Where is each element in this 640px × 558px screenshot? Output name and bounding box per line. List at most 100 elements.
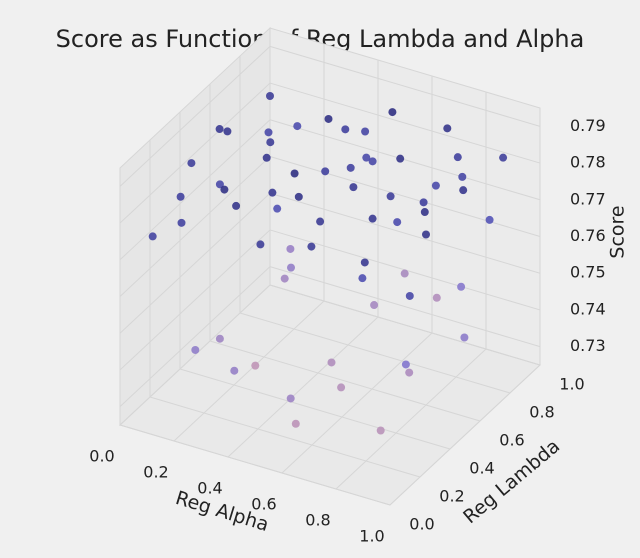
point [268, 188, 277, 197]
point [419, 198, 428, 207]
point [148, 232, 157, 241]
grid-line [269, 119, 541, 201]
x-tick-label: 0.8 [305, 511, 330, 530]
grid-line [119, 424, 391, 506]
y-tick-label: 0.0 [409, 515, 434, 534]
point [453, 153, 462, 162]
point [341, 125, 350, 134]
z-tick-label: 0.73 [570, 336, 606, 355]
x-tick-label: 0.6 [251, 495, 276, 514]
point [286, 394, 295, 403]
grid-line [119, 229, 271, 371]
point [176, 192, 185, 201]
point [316, 217, 325, 226]
point [337, 383, 346, 392]
grid-line [269, 82, 541, 164]
grid-line [269, 284, 541, 366]
point [324, 114, 333, 123]
point [266, 138, 275, 147]
point [386, 192, 395, 201]
point [400, 269, 409, 278]
grid-line [389, 364, 541, 506]
point [286, 244, 295, 253]
point [388, 108, 397, 117]
point [215, 180, 224, 189]
point [458, 172, 467, 181]
point [266, 92, 274, 100]
point [346, 163, 355, 172]
point [485, 215, 494, 224]
point [376, 426, 385, 435]
point [459, 186, 468, 195]
grid-line [335, 348, 487, 490]
y-tick-label: 0.6 [499, 431, 524, 450]
point [431, 181, 440, 190]
point [293, 122, 302, 131]
point [443, 124, 452, 133]
grid-line [179, 368, 451, 450]
grid-line [119, 284, 271, 426]
point [251, 361, 260, 370]
point [368, 157, 377, 166]
point [349, 183, 358, 192]
grid-line [269, 266, 541, 348]
grid-line [119, 82, 271, 224]
point [307, 242, 316, 251]
grid-line [119, 119, 271, 261]
point [187, 159, 196, 168]
point [358, 274, 367, 283]
point [499, 153, 508, 162]
point [405, 368, 414, 377]
x-tick-label: 1.0 [359, 527, 384, 546]
grid-line [119, 192, 271, 334]
z-tick-label: 0.75 [570, 263, 606, 282]
grid-line [269, 156, 541, 237]
point [280, 274, 289, 283]
y-tick-label: 0.8 [529, 403, 554, 422]
grid-line [119, 266, 271, 408]
grid-line [281, 332, 433, 474]
point [321, 167, 330, 176]
y-tick-label: 1.0 [559, 375, 584, 394]
y-tick-label: 0.2 [439, 487, 464, 506]
point [262, 153, 271, 162]
point [294, 192, 303, 201]
point [368, 214, 377, 223]
point [273, 204, 282, 213]
grid-line [227, 316, 379, 458]
point [215, 125, 224, 134]
grid-line [269, 45, 541, 127]
point [191, 345, 200, 354]
z-tick-label: 0.77 [570, 189, 606, 208]
x-tick-label: 0.4 [197, 479, 222, 498]
grid-line [119, 156, 271, 297]
point [362, 153, 371, 162]
point [215, 334, 224, 343]
x-tick-label: 0.2 [143, 463, 168, 482]
grid-line [173, 300, 325, 442]
point [232, 201, 241, 210]
z-axis-label: Score [607, 205, 629, 258]
point [401, 360, 410, 369]
z-tick-label: 0.76 [570, 226, 606, 245]
point [177, 218, 186, 227]
point [460, 333, 469, 342]
z-tick-label: 0.79 [570, 116, 606, 135]
point [264, 128, 273, 137]
point [290, 169, 299, 178]
point [457, 282, 466, 291]
grid-line [119, 45, 271, 187]
point [420, 208, 429, 217]
point [291, 419, 300, 428]
grid-line [149, 396, 421, 478]
point [230, 366, 239, 375]
z-tick-label: 0.78 [570, 153, 606, 172]
point [370, 301, 379, 310]
z-tick-label: 0.74 [570, 299, 606, 318]
point [223, 127, 232, 136]
grid-line [239, 312, 511, 394]
point [432, 293, 441, 302]
point [287, 263, 295, 272]
